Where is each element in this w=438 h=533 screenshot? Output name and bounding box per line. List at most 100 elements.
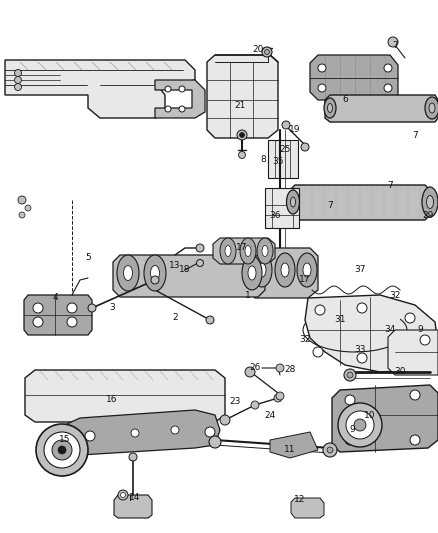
Circle shape [197,260,204,266]
Polygon shape [290,185,430,220]
Ellipse shape [328,103,332,112]
Polygon shape [113,255,265,297]
Polygon shape [247,248,318,298]
Polygon shape [207,55,278,138]
Circle shape [405,313,415,323]
Ellipse shape [242,256,262,290]
Circle shape [129,453,137,461]
Polygon shape [291,498,324,518]
Circle shape [33,303,43,313]
Circle shape [18,196,26,204]
Polygon shape [155,80,205,118]
Polygon shape [310,55,398,100]
Circle shape [327,447,333,453]
Ellipse shape [252,253,272,287]
Text: 2: 2 [172,313,178,322]
Circle shape [118,490,128,500]
Circle shape [131,429,139,437]
Text: 15: 15 [59,435,71,445]
Text: 3: 3 [109,303,115,312]
Text: 7: 7 [387,181,393,190]
Circle shape [52,440,72,460]
Circle shape [276,392,284,400]
Polygon shape [270,432,318,458]
Ellipse shape [258,263,266,277]
Circle shape [165,86,171,92]
Text: 19: 19 [289,125,301,134]
Circle shape [345,435,355,445]
Circle shape [165,106,171,112]
Text: 33: 33 [354,345,366,354]
Text: 32: 32 [389,290,401,300]
Text: 16: 16 [106,395,118,405]
Text: 7: 7 [412,131,418,140]
Text: 20: 20 [252,45,264,54]
Polygon shape [24,295,92,335]
Ellipse shape [281,263,289,277]
Circle shape [19,212,25,218]
Ellipse shape [248,266,256,280]
Circle shape [344,369,356,381]
Circle shape [88,304,96,312]
Circle shape [196,244,204,252]
Ellipse shape [303,263,311,277]
Circle shape [346,411,374,439]
Circle shape [345,395,355,405]
Circle shape [209,436,221,448]
Circle shape [220,415,230,425]
Ellipse shape [220,238,236,264]
Circle shape [25,205,31,211]
Ellipse shape [297,253,317,287]
Polygon shape [388,330,438,375]
Text: 4: 4 [52,294,58,303]
Text: 5: 5 [85,254,91,262]
Circle shape [338,403,382,447]
Text: 1: 1 [245,290,251,300]
Text: 8: 8 [260,156,266,165]
Circle shape [179,106,185,112]
Circle shape [205,427,215,437]
Polygon shape [55,410,220,455]
Text: 6: 6 [342,95,348,104]
Ellipse shape [427,196,434,208]
Circle shape [301,143,309,151]
Text: 30: 30 [394,367,406,376]
Text: 21: 21 [234,101,246,109]
Text: 14: 14 [129,492,141,502]
Circle shape [262,47,272,57]
Circle shape [33,317,43,327]
Text: 36: 36 [269,211,281,220]
Ellipse shape [425,97,438,119]
Circle shape [44,432,80,468]
Circle shape [384,64,392,72]
Polygon shape [325,95,438,122]
Ellipse shape [275,253,295,287]
Text: 18: 18 [179,265,191,274]
Text: 10: 10 [364,410,376,419]
Text: 35: 35 [272,157,284,166]
Circle shape [14,84,21,91]
Text: 29: 29 [422,211,434,220]
Circle shape [410,435,420,445]
Circle shape [85,431,95,441]
Circle shape [36,424,88,476]
Polygon shape [213,238,275,264]
Circle shape [151,276,159,284]
Circle shape [276,364,284,372]
Polygon shape [5,60,195,118]
Polygon shape [305,295,438,372]
Text: 26: 26 [249,364,261,373]
Text: 11: 11 [284,446,296,455]
Circle shape [282,121,290,129]
Ellipse shape [144,255,166,291]
Circle shape [206,316,214,324]
Circle shape [58,446,66,454]
Circle shape [354,419,366,431]
Ellipse shape [245,246,251,256]
Circle shape [323,443,337,457]
Ellipse shape [151,265,159,280]
Text: 28: 28 [284,366,296,375]
Circle shape [179,86,185,92]
Text: 9: 9 [417,326,423,335]
Text: 32: 32 [299,335,311,344]
